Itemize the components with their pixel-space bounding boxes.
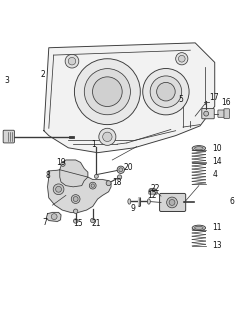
Circle shape [73,219,78,223]
Text: 15: 15 [73,219,82,228]
Circle shape [68,57,76,65]
Polygon shape [46,212,61,221]
Text: 6: 6 [229,197,234,206]
Circle shape [167,197,177,208]
Text: 5: 5 [178,95,183,104]
Text: 14: 14 [212,157,222,166]
Polygon shape [60,160,88,187]
Text: 17: 17 [209,93,219,102]
Circle shape [103,132,112,141]
Text: 22: 22 [150,184,160,193]
Circle shape [65,54,79,68]
Circle shape [74,59,140,124]
Circle shape [73,196,78,202]
Text: 1: 1 [92,140,96,149]
Polygon shape [44,43,215,153]
Circle shape [176,52,188,65]
Circle shape [99,128,116,145]
Circle shape [94,174,98,178]
Text: 11: 11 [212,223,222,232]
Ellipse shape [147,199,150,204]
Text: 8: 8 [46,171,51,180]
FancyBboxPatch shape [149,190,157,194]
Circle shape [178,55,185,62]
Text: 2: 2 [40,70,45,79]
Circle shape [84,68,131,115]
Ellipse shape [192,146,205,151]
Circle shape [61,162,65,166]
Text: 10: 10 [212,144,222,153]
Circle shape [204,111,209,116]
Circle shape [51,214,57,220]
Text: 9: 9 [131,204,135,213]
FancyBboxPatch shape [3,130,14,143]
Text: 3: 3 [4,76,9,85]
FancyBboxPatch shape [218,110,224,117]
Polygon shape [48,170,111,212]
Ellipse shape [128,199,131,204]
Circle shape [53,184,64,195]
Ellipse shape [195,226,203,229]
FancyBboxPatch shape [224,109,229,118]
Text: 16: 16 [222,98,231,107]
Text: 21: 21 [92,220,101,228]
Circle shape [117,175,122,179]
Text: 13: 13 [212,241,222,250]
Text: 19: 19 [57,158,66,167]
Ellipse shape [192,225,205,230]
Ellipse shape [149,188,156,191]
Circle shape [157,83,175,101]
Circle shape [91,218,95,223]
Circle shape [73,209,78,213]
Circle shape [92,77,122,107]
Ellipse shape [195,147,203,150]
Circle shape [91,184,94,187]
Text: 18: 18 [112,178,121,187]
Text: 7: 7 [43,218,48,227]
Ellipse shape [151,189,154,191]
Text: 20: 20 [123,163,133,172]
FancyBboxPatch shape [202,108,214,119]
FancyBboxPatch shape [160,193,186,212]
Circle shape [119,168,123,172]
Text: 4: 4 [212,170,217,179]
Circle shape [150,76,182,108]
Circle shape [117,166,124,173]
Circle shape [143,68,189,115]
Circle shape [89,182,96,189]
Circle shape [106,181,111,186]
Circle shape [71,195,80,204]
Circle shape [56,186,61,192]
Text: 12: 12 [148,191,157,200]
Circle shape [169,200,175,205]
